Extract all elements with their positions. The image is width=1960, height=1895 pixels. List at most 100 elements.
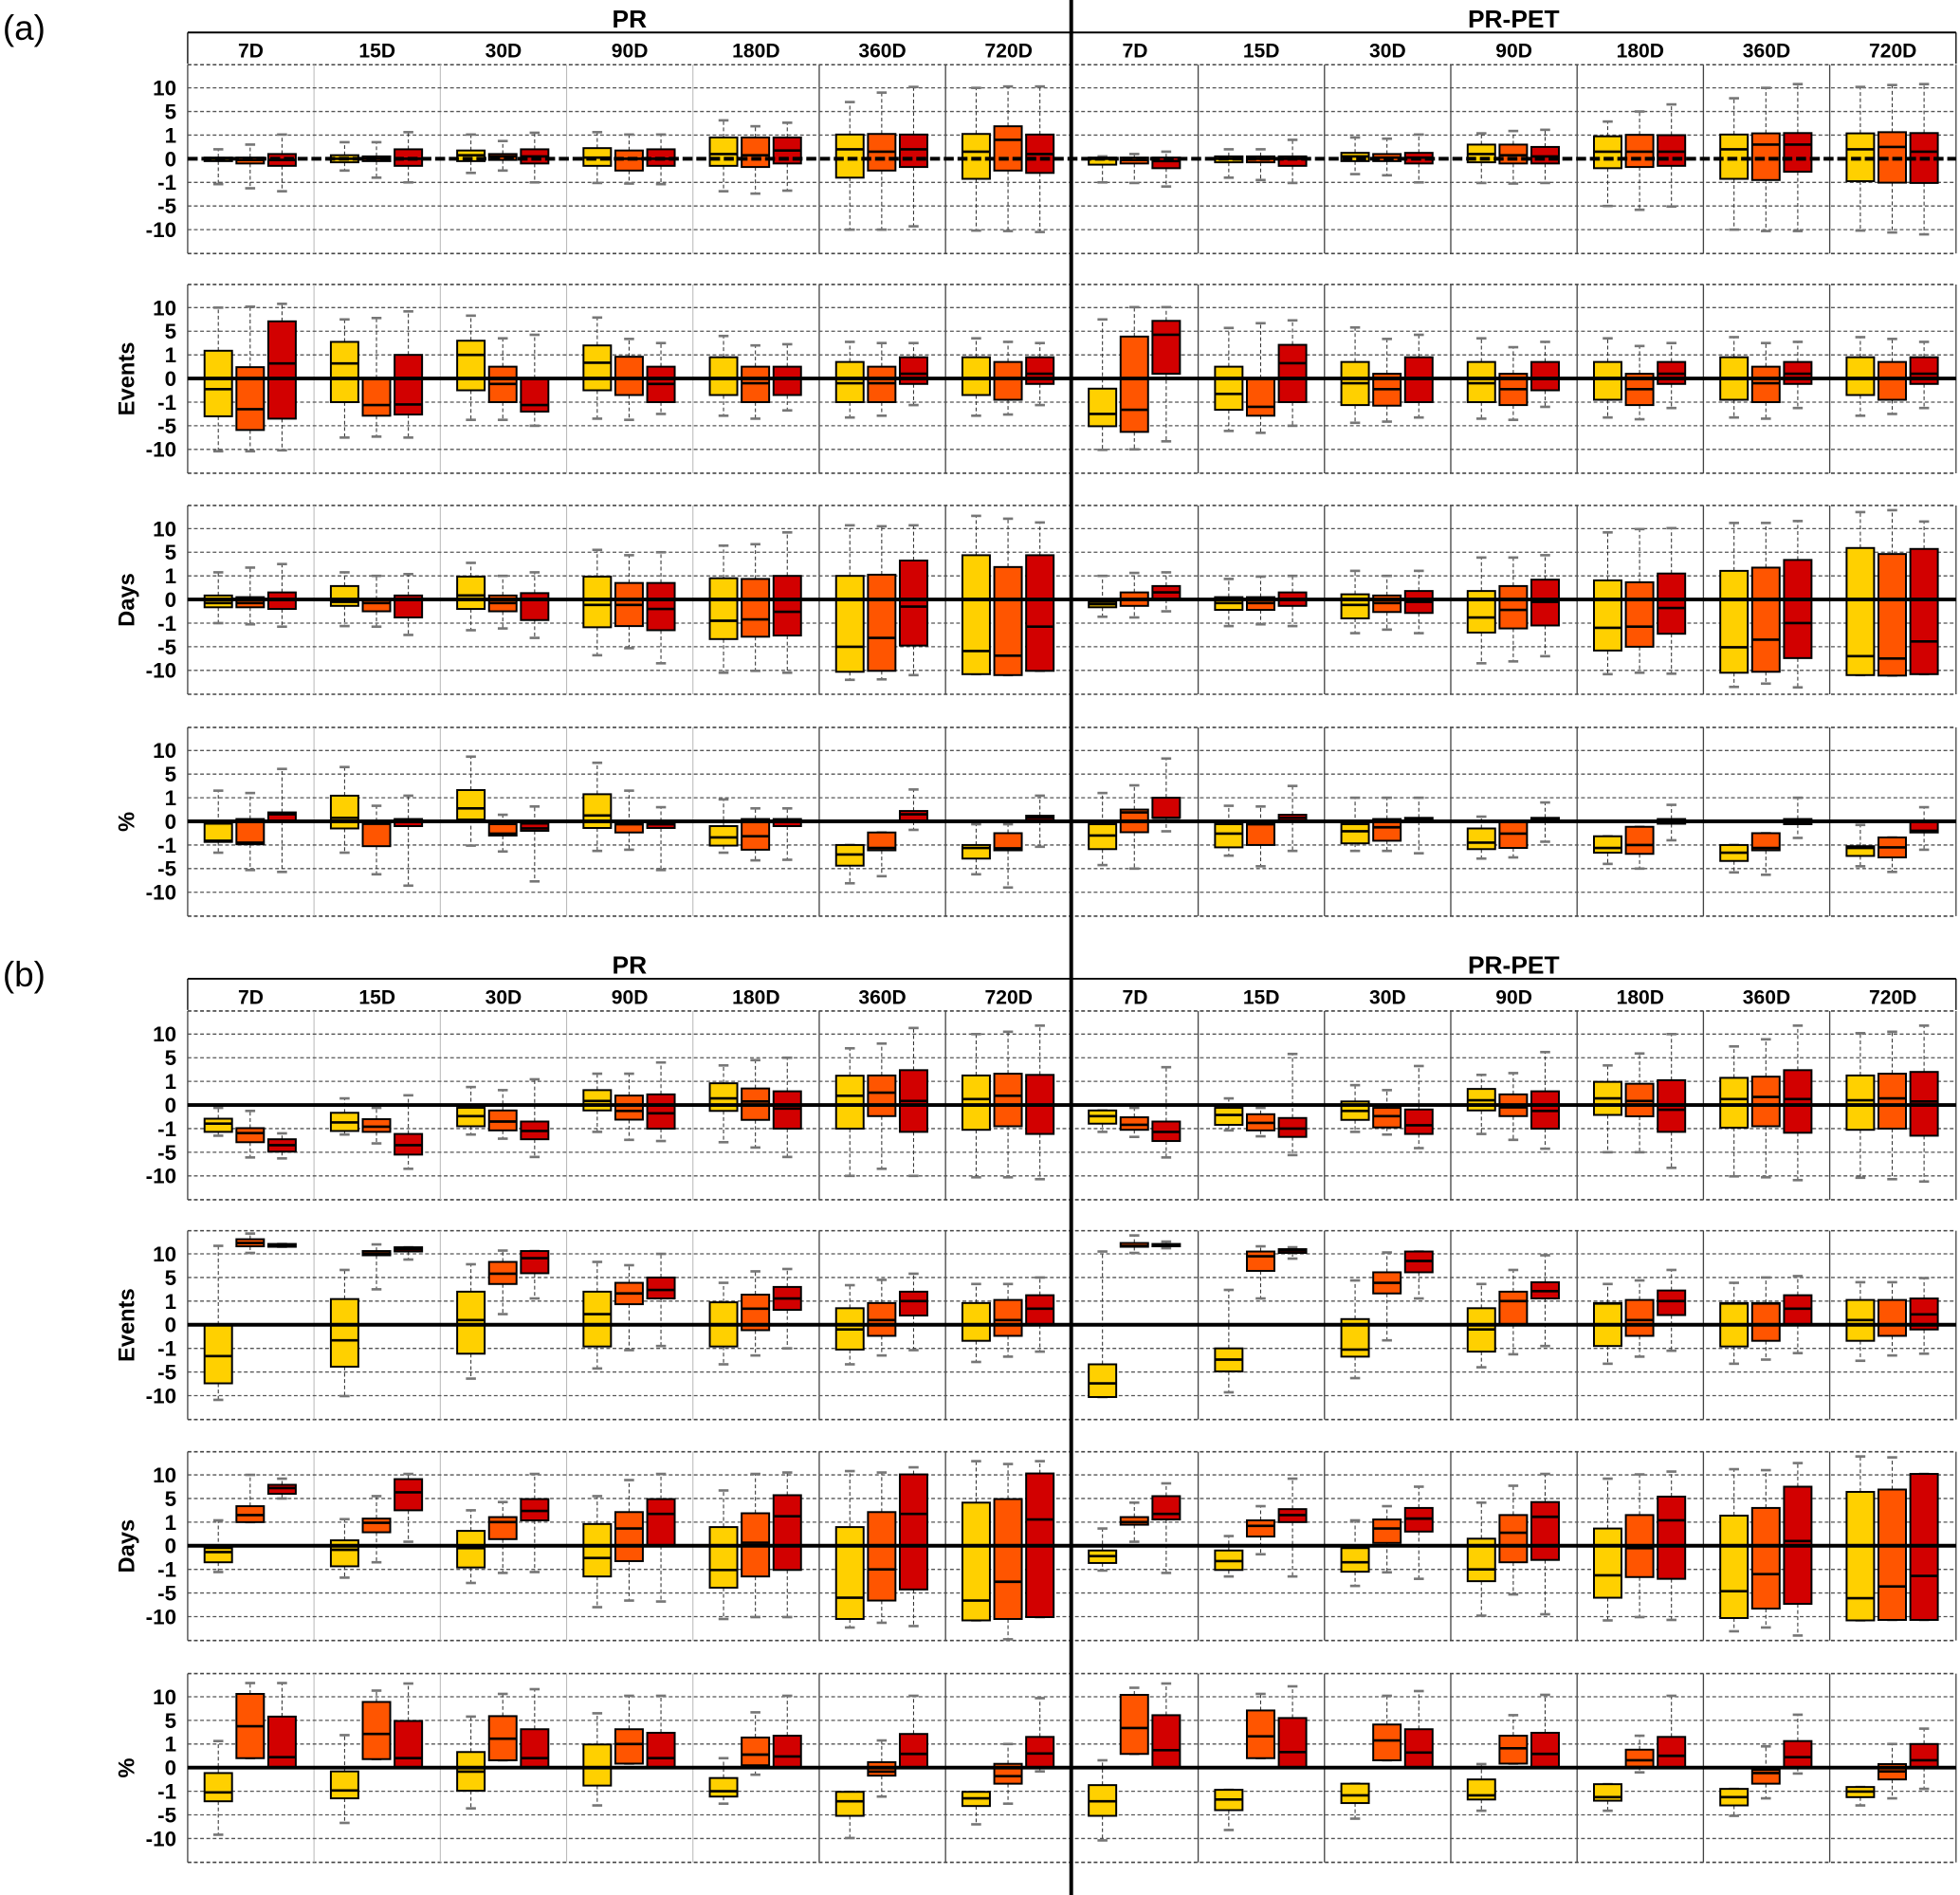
box	[708, 356, 739, 396]
box	[1151, 797, 1181, 819]
column-label: 360D	[858, 986, 906, 1008]
box	[1783, 559, 1813, 659]
y-tick-label: -10	[146, 218, 176, 242]
box	[867, 1511, 897, 1602]
box	[1277, 343, 1308, 403]
y-tick-label: 1	[165, 1733, 176, 1757]
y-tick-label: -5	[157, 1581, 176, 1605]
y-tick-label: 10	[153, 739, 176, 763]
box	[1845, 546, 1876, 676]
y-tick-label: 5	[165, 763, 176, 786]
box	[867, 1074, 897, 1117]
y-tick-label: 5	[165, 1709, 176, 1733]
box	[961, 1501, 991, 1622]
box	[203, 1547, 233, 1564]
box	[361, 377, 392, 417]
box	[1277, 1717, 1308, 1769]
column-label: 360D	[858, 41, 906, 63]
box	[772, 1735, 802, 1769]
y-axis-label: Events	[115, 342, 139, 416]
y-tick-label: -1	[157, 612, 176, 635]
box	[1466, 827, 1496, 851]
y-tick-label: -10	[146, 881, 176, 905]
box	[961, 133, 991, 180]
box	[1592, 360, 1622, 401]
box	[235, 1127, 266, 1144]
box	[867, 831, 897, 852]
box	[520, 377, 550, 413]
box	[898, 1290, 928, 1317]
box	[1624, 825, 1655, 856]
box	[361, 1518, 392, 1534]
group-title: PR-PET	[1468, 5, 1560, 33]
column-label: 15D	[358, 986, 395, 1008]
column-label: 180D	[732, 986, 779, 1008]
box	[614, 1511, 644, 1562]
y-tick-label: -5	[157, 635, 176, 659]
box	[1657, 572, 1687, 635]
box	[1530, 360, 1560, 392]
box	[898, 1733, 928, 1769]
y-tick-label: 0	[165, 810, 176, 834]
y-tick-label: 1	[165, 786, 176, 810]
y-tick-label: 0	[165, 588, 176, 612]
y-tick-label: 1	[165, 564, 176, 588]
box	[1750, 132, 1781, 181]
box	[646, 1276, 676, 1300]
y-tick-label: -10	[146, 659, 176, 683]
box	[1245, 1250, 1275, 1272]
box	[456, 340, 486, 392]
y-tick-label: 5	[165, 1046, 176, 1070]
box	[834, 1526, 865, 1620]
group-title: PR	[613, 951, 648, 980]
box	[1624, 1298, 1655, 1337]
box	[1025, 554, 1055, 672]
box	[1214, 823, 1244, 849]
box	[456, 1290, 486, 1355]
box	[614, 1095, 644, 1121]
box	[646, 1731, 676, 1769]
box	[1624, 1748, 1655, 1768]
box	[1498, 1514, 1529, 1564]
box	[266, 320, 297, 420]
box	[1783, 1069, 1813, 1134]
box	[1530, 1731, 1560, 1769]
box	[834, 1791, 865, 1817]
box	[1657, 1495, 1687, 1580]
box	[834, 133, 865, 179]
column-label: 30D	[485, 986, 522, 1008]
column-label: 360D	[1743, 986, 1790, 1008]
box	[582, 344, 613, 392]
y-tick-label: 1	[165, 123, 176, 147]
box	[1845, 1074, 1876, 1131]
column-label: 15D	[1243, 986, 1280, 1008]
box	[1214, 365, 1244, 412]
box	[1878, 553, 1907, 677]
y-tick-label: 0	[165, 147, 176, 171]
box	[1151, 320, 1181, 376]
box	[741, 578, 771, 638]
box	[203, 1323, 233, 1385]
box	[708, 825, 739, 847]
box	[520, 592, 550, 621]
y-tick-label: -1	[157, 1117, 176, 1141]
box	[582, 575, 613, 629]
box	[1783, 132, 1813, 174]
box	[1088, 1363, 1118, 1398]
y-tick-label: 10	[153, 1685, 176, 1709]
box	[772, 1090, 802, 1130]
box	[203, 1772, 233, 1803]
box	[1719, 1076, 1749, 1129]
box	[203, 822, 233, 843]
column-label: 720D	[985, 41, 1033, 63]
box	[646, 581, 676, 632]
box	[898, 133, 928, 169]
group-title: PR	[613, 5, 648, 33]
box	[1530, 1500, 1560, 1561]
column-label: 30D	[1369, 41, 1406, 63]
box	[993, 832, 1023, 852]
box	[772, 365, 802, 396]
box	[1466, 590, 1496, 634]
box	[1119, 1693, 1149, 1756]
y-tick-label: -1	[157, 834, 176, 857]
